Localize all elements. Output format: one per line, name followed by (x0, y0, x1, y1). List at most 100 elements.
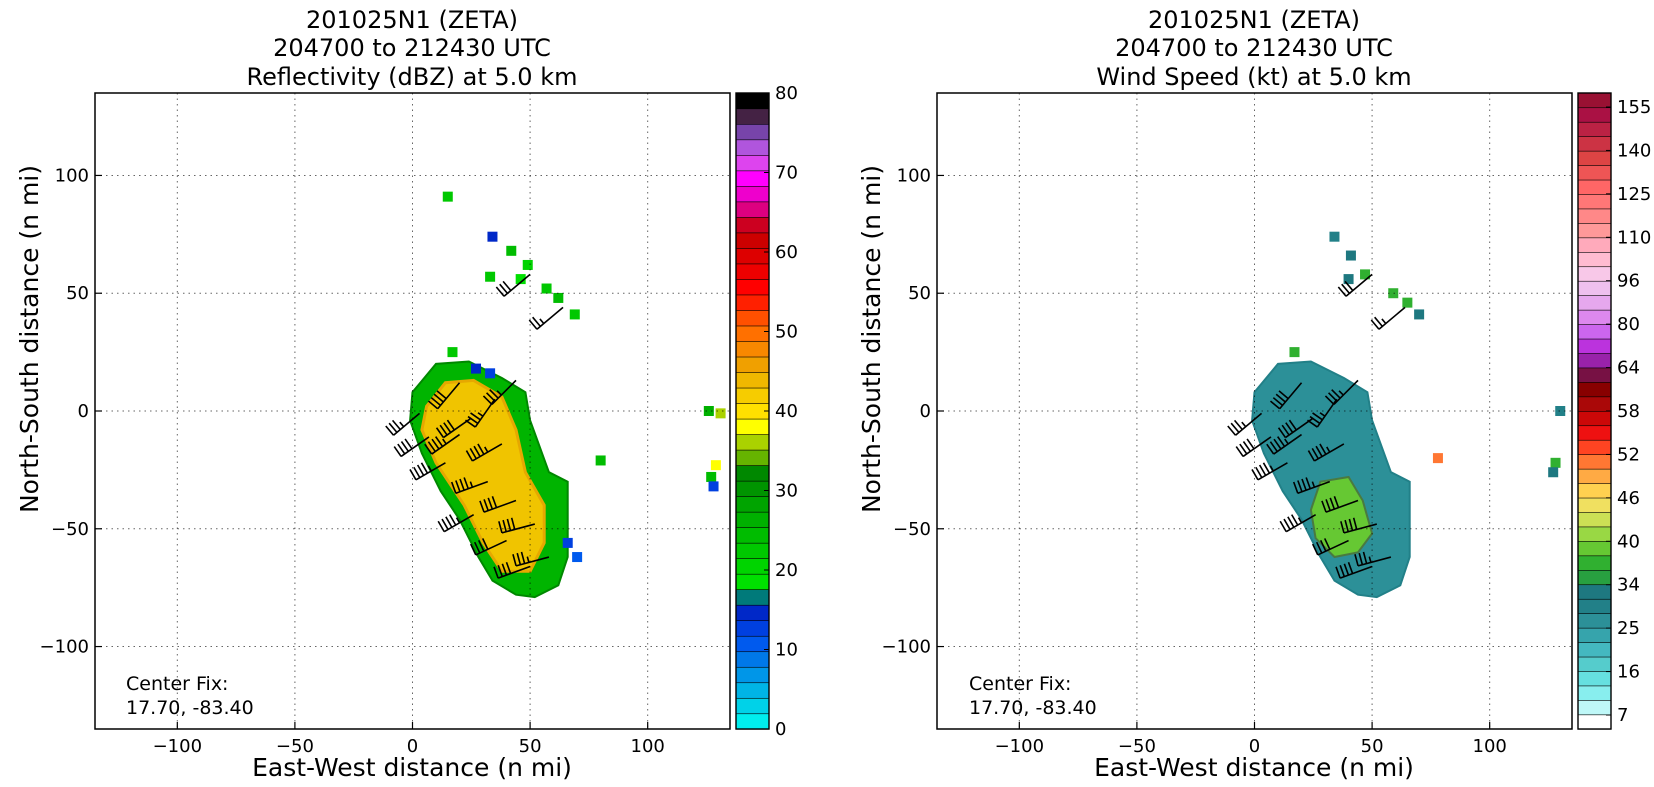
wind-barb-flag (420, 462, 429, 474)
wind-barb-flag (477, 412, 484, 417)
wind-region-core (1309, 475, 1374, 559)
wind-barb-flag (1287, 516, 1295, 528)
wind-barb-flag (1239, 443, 1248, 455)
echo-cell (1432, 453, 1443, 464)
y-axis-label: North-South distance (n mi) (857, 165, 886, 513)
colorbar-swatch (735, 573, 770, 590)
echo-cell (487, 231, 498, 242)
wind-barb-staff (1234, 412, 1263, 436)
wind-barb-flag (479, 500, 485, 513)
wind-barb-flag (526, 556, 530, 563)
colorbar-swatch (1577, 251, 1612, 268)
colorbar-swatch (735, 232, 770, 249)
chart-title-line-2: 204700 to 212430 UTC (1115, 34, 1393, 62)
chart-title-line-3: Reflectivity (dBZ) at 5.0 km (247, 63, 578, 91)
wind-barb (495, 273, 531, 297)
wind-barb-flag (1301, 478, 1307, 491)
wind-barb-flag (1307, 419, 1318, 428)
wind-barb-flag (1227, 425, 1237, 436)
wind-barb-flag (427, 400, 439, 410)
wind-barb-flag (1325, 499, 1331, 511)
wind-barb-flag (486, 392, 496, 402)
colorbar-tick-label: 20 (775, 560, 798, 581)
wind-barb-staff (437, 382, 461, 410)
wind-barb-flag (477, 539, 485, 552)
wind-barb-flag (473, 445, 481, 457)
colorbar-swatch (1577, 136, 1612, 152)
colorbar-swatch (1577, 280, 1612, 296)
wind-barb-flag (512, 554, 517, 567)
wind-barb-flag (1278, 390, 1289, 400)
wind-barb-flag (481, 538, 489, 550)
wind-barb (498, 517, 536, 534)
echo-cell (708, 481, 719, 492)
colorbar-swatch (735, 433, 770, 451)
wind-barb-flag (1269, 400, 1281, 410)
colorbar-swatch (1577, 179, 1612, 195)
wind-barb-flag (1241, 421, 1247, 428)
wind-barb (1354, 551, 1392, 567)
wind-barb-flag (443, 422, 452, 433)
wind-barb (1311, 538, 1349, 556)
wind-barb-flag (431, 438, 440, 450)
wind-barb (427, 382, 461, 410)
wind-barb-flag (1273, 438, 1282, 450)
chart-title-line-2: 204700 to 212430 UTC (273, 34, 551, 62)
wind-barb-staff (536, 306, 564, 330)
colorbar-swatch (735, 558, 770, 575)
echo-cell (1345, 250, 1356, 261)
colorbar-swatch (1577, 627, 1612, 643)
wind-barb-staff (497, 565, 531, 579)
wind-barb-flag (1230, 422, 1240, 433)
wind-barb-flag (1319, 539, 1327, 552)
center-fix-label: Center Fix: (969, 673, 1071, 695)
wind-barb (1335, 562, 1373, 579)
wind-barb-staff (1317, 539, 1349, 556)
colorbar-swatch (1577, 121, 1612, 137)
colorbar-tick-label: 80 (1617, 314, 1640, 335)
colorbar-swatch (1577, 338, 1612, 354)
echo-cell (471, 363, 481, 374)
wind-barb-flag (1370, 319, 1380, 330)
wind-barb-flag (435, 427, 445, 439)
colorbar-swatch (735, 309, 770, 327)
colorbar-tick-label: 16 (1617, 662, 1640, 683)
wind-barb-flag (510, 517, 516, 530)
wind-barb-flag (1331, 389, 1341, 399)
wind-barb-flag (516, 552, 522, 565)
x-axis-label: East-West distance (n mi) (1094, 753, 1414, 782)
wind-barb-flag (416, 464, 425, 476)
wind-barb-flag (430, 397, 442, 407)
colorbar-tick-label: 58 (1617, 401, 1640, 422)
y-tick-label: 100 (55, 165, 89, 186)
wind-barb-flag (435, 436, 444, 447)
wind-barb-staff (400, 436, 430, 458)
wind-barb-flag (1281, 424, 1290, 436)
wind-barb-staff (455, 480, 489, 495)
wind-barb (393, 436, 430, 458)
colorbar-swatch (1577, 555, 1612, 571)
colorbar-swatch (1577, 208, 1612, 224)
wind-barb-flag (499, 283, 509, 294)
colorbar-swatch (1577, 193, 1612, 210)
wind-barb-flag (495, 286, 505, 297)
echo-cell (1329, 231, 1340, 242)
colorbar-swatch (735, 697, 770, 715)
colorbar-swatch (735, 496, 770, 513)
colorbar-swatch (1577, 613, 1612, 629)
wind-barb-flag (400, 441, 410, 452)
colorbar-swatch (735, 464, 770, 482)
echo-cell (703, 406, 714, 416)
wind-barb-staff (1314, 443, 1345, 462)
wind-barb-staff (1257, 462, 1288, 481)
wind-barb (528, 306, 564, 330)
colorbar: 7 16 25 34 40 46 52 58 64 80 96 110 125 140 155 (1577, 92, 1651, 730)
x-tick-label: 100 (631, 736, 665, 757)
wind-barb-flag (436, 390, 447, 400)
colorbar-swatch (735, 449, 770, 466)
wind-barb-staff (392, 412, 421, 436)
y-tick-label: −100 (40, 637, 89, 658)
colorbar-tick-label: 110 (1617, 227, 1651, 248)
plot-area: −100 −50 0 50 100 −100 −50 0 50 100 (882, 92, 1573, 757)
